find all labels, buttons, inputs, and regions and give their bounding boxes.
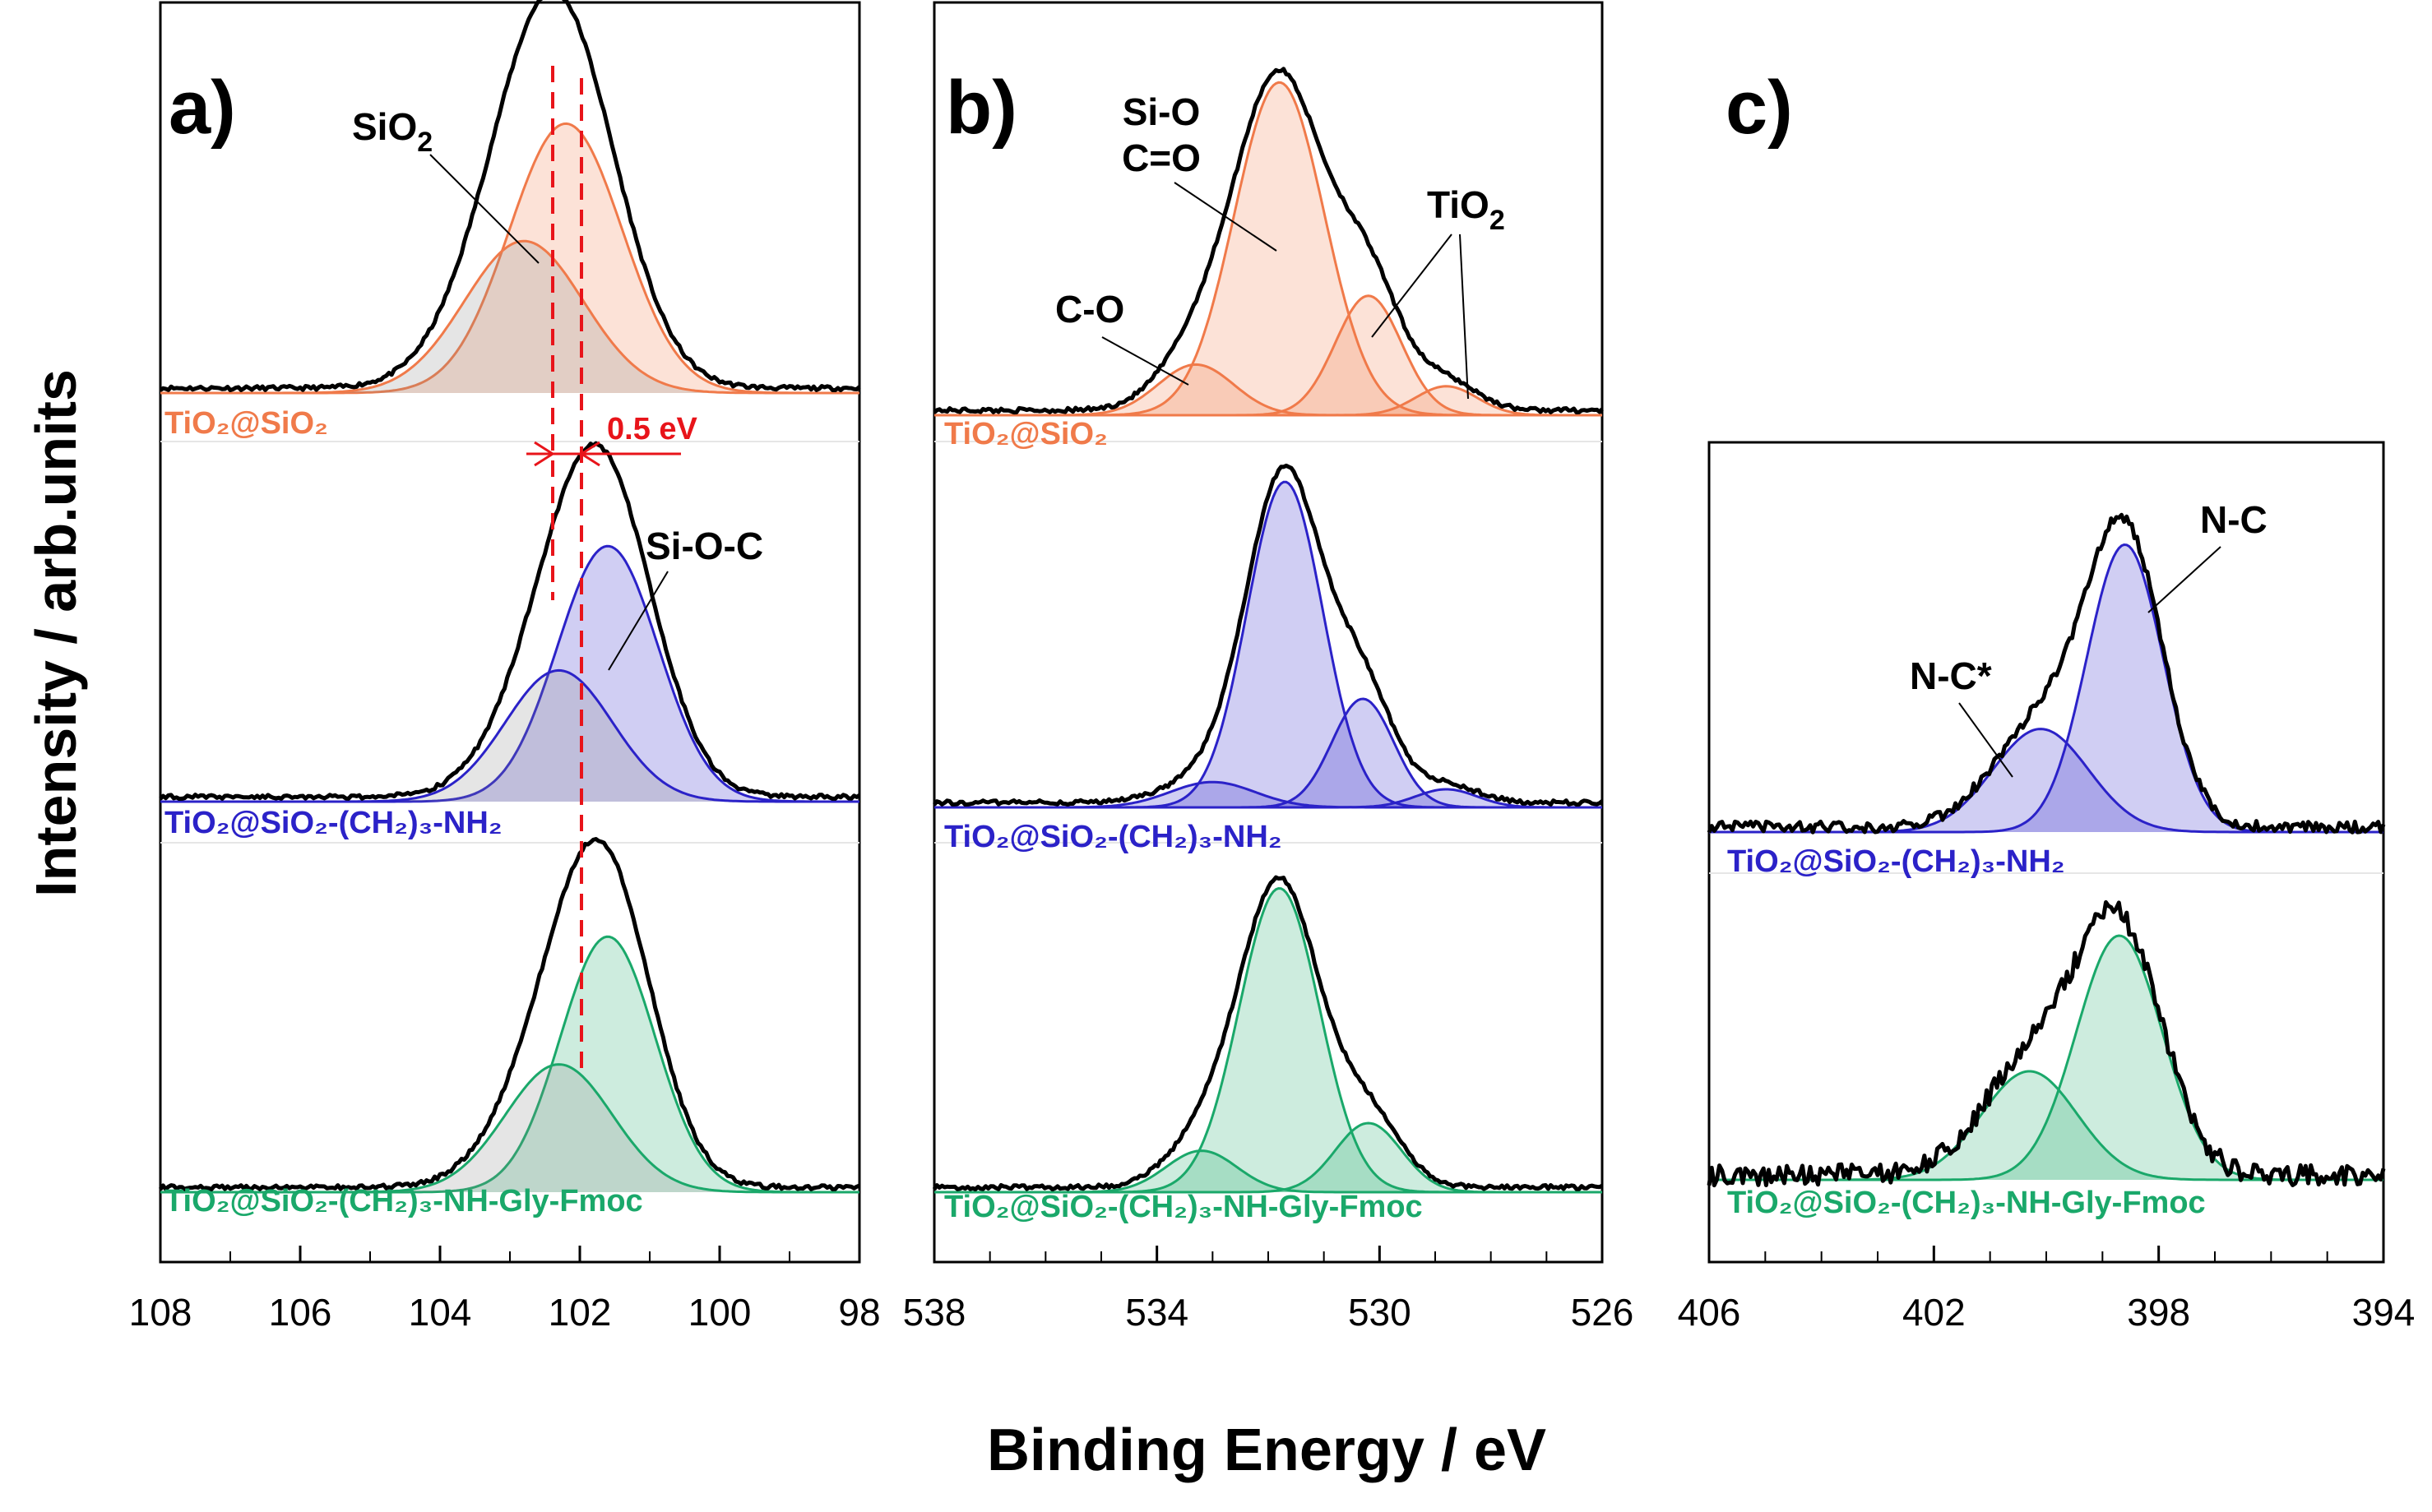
x-tick-label: 106 [269, 1291, 332, 1334]
sample-label: TiO₂@SiO₂-(CH₂)₃-NH-Gly-Fmoc [944, 1190, 1423, 1224]
x-tick-label: 108 [129, 1291, 192, 1334]
sample-label: TiO₂@SiO₂-(CH₂)₃-NH₂ [944, 820, 1282, 854]
envelope-curve [932, 875, 1604, 1191]
envelope-curve [1707, 512, 2386, 835]
x-tick-label: 538 [903, 1291, 966, 1334]
sample-label: TiO₂@SiO₂-(CH₂)₃-NH-Gly-Fmoc [164, 1184, 643, 1218]
component-curve [934, 385, 1602, 417]
component-fill [934, 782, 1602, 807]
shift-label: 0.5 eV [607, 412, 698, 446]
component-fill [934, 482, 1602, 807]
component-fill [934, 888, 1602, 1192]
annot-tio2: TiO2 [1427, 183, 1505, 236]
envelope-curve [159, 0, 861, 392]
envelope-curve [159, 441, 861, 801]
sample-label: TiO₂@SiO₂ [164, 406, 328, 441]
component-fill [1709, 1071, 2383, 1180]
tick-layer: 108 106 104 102 100 98 538 534 530 526 406 402 398 39… [129, 1291, 2416, 1334]
x-tick-label: 402 [1902, 1291, 1966, 1334]
shift-arrow-head-right [581, 441, 600, 467]
x-axis-title: Binding Energy / eV [987, 1417, 1546, 1483]
y-axis-title: Intensity / arb.units [24, 369, 88, 897]
annot-n-c-leader [2147, 546, 2221, 613]
annot-n-c-star: N-C* [1910, 654, 1992, 697]
component-curve [1709, 728, 2383, 834]
component-curve [160, 1063, 859, 1194]
envelope-curve [933, 67, 1604, 415]
shift-arrow-head-left [534, 441, 554, 467]
annot-c-o-leader [1101, 336, 1189, 386]
sample-label: TiO₂@SiO₂-(CH₂)₃-NH₂ [1727, 844, 2065, 879]
component-fill [160, 670, 859, 802]
annot-tio2-leader-1 [1371, 234, 1452, 338]
component-fill [160, 241, 859, 393]
x-tick-label: 534 [1125, 1291, 1188, 1334]
envelope-curve [933, 463, 1604, 807]
annot-n-c-star-leader [1958, 702, 2013, 778]
component-fill [160, 936, 859, 1192]
x-tick-label: 104 [409, 1291, 472, 1334]
component-curve [160, 239, 859, 395]
sample-label: TiO₂@SiO₂-(CH₂)₃-NH₂ [164, 806, 503, 840]
annot-sio2: SiO2 [352, 105, 433, 158]
annot-c-o: C-O [1055, 288, 1124, 331]
component-fill [160, 1064, 859, 1192]
annot-si-o: Si-O [1123, 90, 1201, 133]
annot-tio2-leader-2 [1459, 234, 1469, 400]
sample-label: TiO₂@SiO₂-(CH₂)₃-NH-Gly-Fmoc [1727, 1186, 2206, 1220]
panel-b-label: b) [946, 66, 1017, 150]
component-fill [1709, 936, 2383, 1180]
annot-n-c: N-C [2200, 498, 2268, 541]
x-tick-label: 100 [688, 1291, 752, 1334]
component-curve [934, 788, 1602, 809]
component-fill [934, 386, 1602, 415]
x-tick-label: 526 [1571, 1291, 1634, 1334]
annot-c-eq-o: C=O [1122, 136, 1201, 179]
annot-si-o-c: Si-O-C [646, 525, 763, 567]
x-tick-label: 398 [2127, 1291, 2190, 1334]
annot-si-o-leader [1174, 182, 1277, 252]
x-tick-label: 530 [1348, 1291, 1411, 1334]
shift-marker: 0.5 eV [526, 66, 698, 1077]
x-tick-label: 98 [838, 1291, 880, 1334]
component-fill [160, 123, 859, 393]
annot-si-o-c-leader [608, 571, 669, 671]
x-tick-label: 394 [2352, 1291, 2416, 1334]
panel-a-label: a) [169, 66, 236, 150]
component-fill [934, 789, 1602, 807]
component-fill [934, 82, 1602, 416]
x-tick-label: 406 [1678, 1291, 1741, 1334]
annot-sio2-leader [429, 154, 540, 264]
plot-layer [158, 0, 2386, 1262]
component-fill [160, 546, 859, 802]
envelope-curve [1707, 899, 2386, 1188]
sample-label-layer: TiO₂@SiO₂ TiO₂@SiO₂-(CH₂)₃-NH₂ TiO₂@SiO₂-(… [164, 406, 2206, 1224]
component-curve [934, 1149, 1602, 1194]
component-curve [160, 668, 859, 803]
envelope-curve [158, 837, 860, 1191]
panel-c-label: c) [1726, 66, 1793, 150]
sample-label: TiO₂@SiO₂ [944, 417, 1108, 451]
x-tick-label: 102 [549, 1291, 612, 1334]
component-fill [1709, 728, 2383, 832]
